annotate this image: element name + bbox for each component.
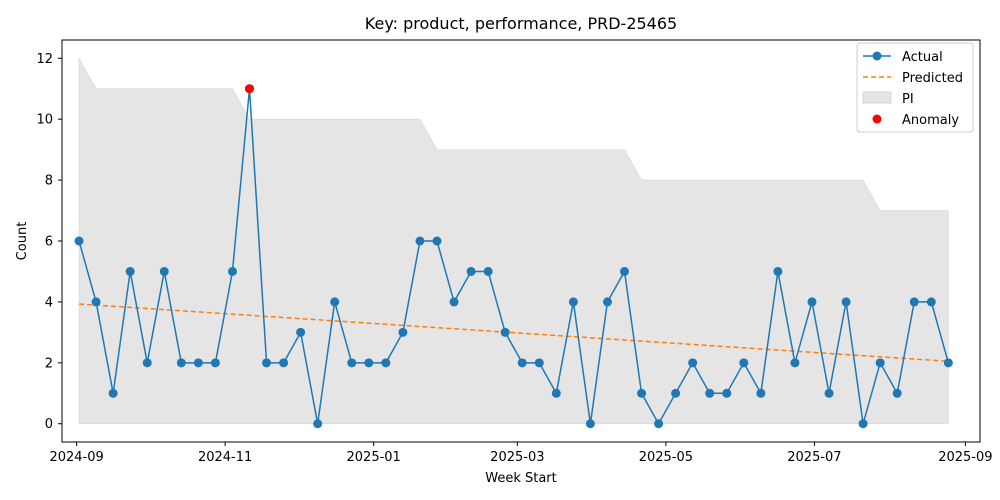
actual-point [875,358,885,368]
actual-point [568,297,578,307]
actual-point [415,236,425,246]
actual-point [824,388,834,398]
y-tick-label: 12 [36,52,53,67]
actual-point [858,419,868,429]
actual-point [176,358,186,368]
actual-point [347,358,357,368]
actual-point [841,297,851,307]
actual-point [688,358,698,368]
actual-point [500,327,510,337]
actual-point [210,358,220,368]
actual-point [227,266,237,276]
actual-point [722,388,732,398]
actual-point [330,297,340,307]
actual-point [926,297,936,307]
legend-anomaly-marker [872,114,882,124]
y-tick-label: 10 [36,113,53,128]
actual-point [790,358,800,368]
actual-point [773,266,783,276]
actual-point [705,388,715,398]
actual-point [91,297,101,307]
actual-point [602,297,612,307]
actual-point [142,358,152,368]
legend-pi-label: PI [902,92,914,107]
actual-point [585,419,595,429]
x-tick-label: 2025-01 [347,450,401,465]
actual-point [449,297,459,307]
actual-point [296,327,306,337]
actual-point [108,388,118,398]
actual-point [637,388,647,398]
actual-point [125,266,135,276]
x-tick-label: 2024-09 [49,450,103,465]
legend-actual-marker [872,51,882,61]
actual-point [159,266,169,276]
actual-point [654,419,664,429]
x-tick-label: 2025-05 [639,450,693,465]
actual-line [78,88,950,426]
y-axis-label: Count [15,222,30,261]
chart-title: Key: product, performance, PRD-25465 [365,14,677,33]
legend-box [856,42,974,133]
actual-point [807,297,817,307]
y-tick-label: 8 [45,174,53,189]
actual-point [279,358,289,368]
actual-point [619,266,629,276]
actual-point [432,236,442,246]
actual-point [909,297,919,307]
actual-point [739,358,749,368]
actual-point [313,419,323,429]
actual-point [551,388,561,398]
actual-point [193,358,203,368]
legend-actual-label: Actual [902,50,943,65]
actual-point [398,327,408,337]
x-tick-label: 2025-03 [490,450,544,465]
anomaly-point [244,84,254,94]
actual-point [483,266,493,276]
actual-point [364,358,374,368]
legend: Actual Predicted PI Anomaly [856,42,974,133]
actual-point [671,388,681,398]
actual-point [466,266,476,276]
actual-point [892,388,902,398]
y-tick-label: 4 [45,295,53,310]
actual-point [262,358,272,368]
actual-point [517,358,527,368]
legend-anomaly-label: Anomaly [902,113,959,128]
y-tick-label: 0 [45,417,53,432]
y-tick-label: 6 [45,235,53,250]
actual-point [534,358,544,368]
x-tick-label: 2025-09 [938,450,992,465]
x-axis-label: Week Start [485,471,557,486]
y-tick-label: 2 [45,356,53,371]
actual-point [381,358,391,368]
actual-point [74,236,84,246]
legend-pi-swatch [862,91,892,104]
x-tick-label: 2024-11 [198,450,252,465]
actual-point [756,388,766,398]
actual-point [943,358,953,368]
x-tick-label: 2025-07 [787,450,841,465]
legend-predicted-label: Predicted [902,71,963,86]
